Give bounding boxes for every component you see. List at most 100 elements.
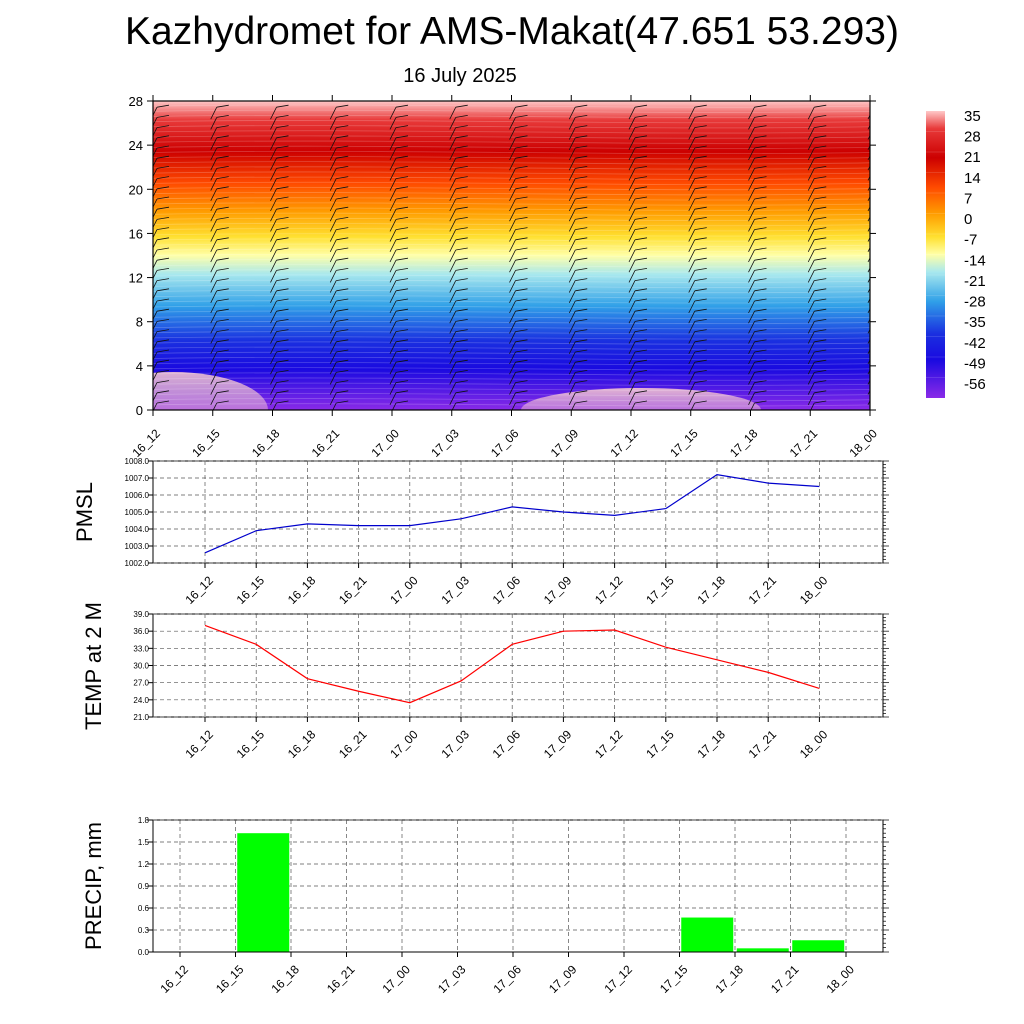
cs-wind-barb xyxy=(210,380,229,395)
temp-y-tick-label: 30.0 xyxy=(133,662,149,671)
cs-wind-barb xyxy=(329,104,349,120)
cs-wind-barb-flag xyxy=(575,349,588,353)
cs-wind-barb xyxy=(867,267,870,273)
cs-wind-barb xyxy=(509,145,528,161)
cs-wind-barb xyxy=(748,176,767,191)
cs-wind-barb-staff xyxy=(509,290,516,303)
cs-wind-barb-staff xyxy=(748,362,755,375)
cs-wind-barb-flag xyxy=(694,125,707,128)
cs-wind-barb-staff xyxy=(449,392,457,405)
cs-wind-barb-flag xyxy=(515,217,528,220)
cs-isotherm xyxy=(153,197,870,201)
cs-wind-barb-flag xyxy=(814,400,827,404)
cs-wind-barb-flag xyxy=(575,155,588,159)
cs-wind-barb-flag xyxy=(455,390,468,394)
cs-wind-barb-flag xyxy=(336,166,349,169)
cs-wind-barb-staff xyxy=(688,239,696,252)
cs-wind-barb-staff xyxy=(153,229,158,239)
cs-wind-barb-flag xyxy=(455,298,468,302)
cs-wind-barb-flag xyxy=(634,145,648,149)
cs-wind-barb-flag xyxy=(276,155,289,159)
cs-wind-barb-flag xyxy=(575,217,588,220)
cs-wind-barb xyxy=(568,390,588,405)
cs-wind-barb-flag xyxy=(216,319,229,322)
cs-wind-barb xyxy=(389,125,409,140)
cs-wind-barb-flag xyxy=(575,257,588,261)
cs-wind-barb-flag xyxy=(216,257,229,261)
cs-wind-barb-flag xyxy=(694,278,707,281)
cs-wind-barb-flag xyxy=(515,227,528,230)
cs-wind-barb-flag xyxy=(814,359,827,363)
cs-wind-barb-flag xyxy=(814,380,827,383)
cs-wind-barb-flag xyxy=(694,206,707,210)
cs-wind-barb-flag xyxy=(694,166,707,169)
cs-wind-barb xyxy=(509,206,528,222)
cs-wind-barb-flag xyxy=(336,125,349,128)
cs-wind-barb-flag xyxy=(395,115,409,118)
colorbar-label: 28 xyxy=(964,129,981,146)
cs-wind-barb-flag xyxy=(814,227,827,230)
cs-wind-barb xyxy=(153,155,170,168)
cs-wind-barb-flag xyxy=(814,319,827,322)
cs-x-tick-label: 16_12 xyxy=(129,426,163,460)
cs-wind-barb-staff xyxy=(270,137,277,150)
cs-wind-barb xyxy=(807,217,827,232)
cs-wind-barb xyxy=(153,237,170,249)
cs-wind-barb-flag xyxy=(156,370,170,373)
temp-y-tick-label: 36.0 xyxy=(133,627,149,636)
cs-wind-barb-flag xyxy=(634,186,648,190)
precip-y-tick-label: 0.3 xyxy=(138,926,150,935)
cs-wind-barb xyxy=(748,268,767,283)
cs-wind-barb-staff xyxy=(628,178,636,191)
cs-wind-barb-staff xyxy=(568,260,576,273)
cs-wind-barb xyxy=(509,390,528,405)
cs-wind-barb-staff xyxy=(389,107,397,120)
cs-wind-barb-flag xyxy=(455,206,468,210)
cs-wind-barb xyxy=(748,104,767,120)
cs-wind-barb xyxy=(568,370,588,385)
cs-wind-barb-flag xyxy=(455,155,468,159)
cs-wind-barb xyxy=(807,319,827,334)
cs-wind-barb-flag xyxy=(156,115,170,118)
cs-wind-barb xyxy=(153,166,170,178)
cs-wind-barb-flag xyxy=(336,196,349,200)
cs-wind-barb-flag xyxy=(336,155,349,159)
cs-isotherm xyxy=(153,320,870,325)
cs-wind-barb-staff xyxy=(449,351,457,365)
cs-wind-barb xyxy=(568,247,588,263)
cs-wind-barb-staff xyxy=(210,107,218,120)
cs-wind-barb-staff xyxy=(748,107,755,120)
cs-wind-barb-staff xyxy=(748,260,755,273)
cs-wind-barb xyxy=(748,227,767,242)
cs-wind-barb-flag xyxy=(156,166,170,169)
cs-wind-barb xyxy=(867,287,870,293)
cs-wind-barb-staff xyxy=(568,300,576,314)
cs-wind-barb xyxy=(628,115,648,130)
cs-wind-barb-staff xyxy=(389,280,397,293)
cs-wind-barb-staff xyxy=(210,117,218,130)
cs-wind-barb-flag xyxy=(336,104,349,108)
cs-wind-barb-flag xyxy=(395,298,409,302)
cs-wind-barb-staff xyxy=(807,270,815,283)
cs-wind-barb xyxy=(748,135,767,150)
cs-wind-barb-staff xyxy=(688,107,696,120)
cs-wind-barb-flag xyxy=(156,237,170,241)
cs-wind-barb-staff xyxy=(329,372,337,385)
cs-wind-barb-flag xyxy=(634,349,648,353)
cs-wind-barb xyxy=(270,359,289,375)
temp-x-tick-label: 16_12 xyxy=(182,727,216,761)
cs-wind-barb-staff xyxy=(329,219,337,232)
cs-wind-barb-flag xyxy=(634,268,648,271)
cs-wind-barb-flag xyxy=(515,155,528,159)
cs-wind-barb-flag xyxy=(216,145,229,149)
cs-y-tick-label: 12 xyxy=(129,271,143,286)
cs-isotherm xyxy=(153,104,870,108)
cs-wind-barb-flag xyxy=(515,166,528,169)
cs-wind-barb xyxy=(748,186,767,201)
cs-wind-barb-staff xyxy=(628,168,636,181)
cs-wind-barb-staff xyxy=(509,392,516,405)
cs-wind-barb xyxy=(389,380,409,395)
cs-wind-barb xyxy=(807,227,827,242)
cs-wind-barb-flag xyxy=(874,360,886,362)
